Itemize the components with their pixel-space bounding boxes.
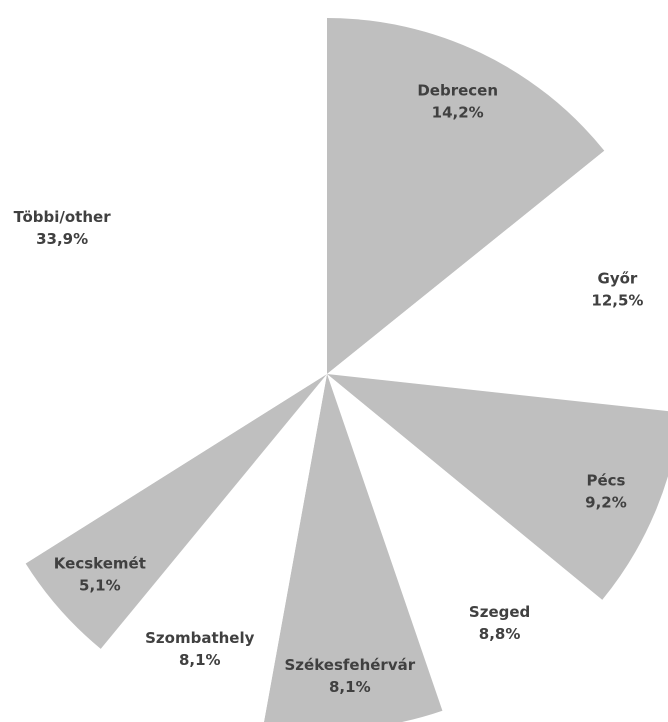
pie-slice	[327, 18, 605, 374]
slice-value-label: 8,1%	[179, 651, 221, 669]
slice-value-label: 33,9%	[36, 230, 88, 248]
pie-slice	[263, 374, 443, 722]
slice-label: Többi/other	[14, 208, 112, 226]
slice-label: Pécs	[586, 472, 625, 490]
pie-slice	[327, 374, 668, 600]
slice-value-label: 12,5%	[591, 292, 643, 310]
slice-value-label: 8,1%	[329, 678, 371, 696]
slice-value-label: 8,8%	[479, 625, 521, 643]
slice-label: Kecskemét	[54, 554, 146, 572]
pie-slice	[0, 18, 327, 564]
slice-label: Debrecen	[417, 82, 498, 100]
pie-slice	[25, 374, 328, 649]
pie-slice	[100, 374, 327, 722]
pie-slice	[327, 374, 603, 711]
slice-value-label: 9,2%	[585, 494, 627, 512]
slice-value-label: 14,2%	[432, 104, 484, 122]
slice-label: Győr	[598, 270, 638, 288]
slice-label: Székesfehérvár	[284, 656, 415, 674]
slice-label: Szeged	[469, 603, 530, 621]
slice-value-label: 5,1%	[79, 576, 121, 594]
pie-slice	[327, 150, 668, 412]
slice-label: Szombathely	[145, 629, 254, 647]
